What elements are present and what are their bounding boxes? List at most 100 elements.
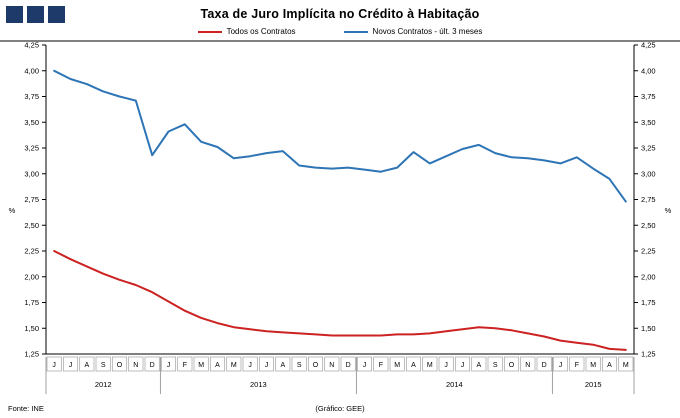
month-cell [503, 356, 520, 372]
month-label: J [444, 362, 448, 369]
year-label: 2012 [95, 380, 112, 389]
month-cell [307, 356, 324, 372]
month-label: M [623, 362, 629, 369]
month-label: M [394, 362, 400, 369]
month-label: M [427, 362, 433, 369]
month-cell [373, 356, 389, 372]
month-label: J [167, 362, 171, 369]
month-label: A [476, 362, 481, 369]
y-tick-label-right: 3,50 [641, 118, 656, 127]
month-cell [454, 356, 471, 372]
month-cell [209, 356, 226, 372]
y-tick-label-right: 2,75 [641, 195, 656, 204]
month-cell [226, 356, 242, 372]
y-axis-label-right: % [665, 206, 672, 215]
y-tick-label-left: 3,25 [24, 144, 39, 153]
chart-title: Taxa de Juro Implícita no Crédito à Habi… [200, 7, 480, 21]
logo [6, 6, 65, 23]
month-label: D [346, 362, 351, 369]
legend-label-novos-contratos: Novos Contratos - últ. 3 meses [372, 27, 483, 36]
month-cell [95, 356, 111, 372]
year-label: 2015 [585, 380, 602, 389]
month-label: A [84, 362, 89, 369]
series-line-0 [53, 250, 627, 351]
legend-line-blue-icon [343, 30, 368, 33]
month-label: J [363, 362, 367, 369]
y-tick-label-right: 1,75 [641, 298, 656, 307]
y-tick-label-left: 4,00 [24, 66, 39, 75]
month-label: A [215, 362, 220, 369]
month-label: D [542, 362, 547, 369]
month-cell [356, 356, 373, 372]
month-cell [160, 356, 177, 372]
month-label: J [461, 362, 465, 369]
y-tick-label-left: 3,50 [24, 118, 39, 127]
month-cell [536, 356, 552, 372]
year-label: 2013 [250, 380, 267, 389]
legend: Todos os Contratos Novos Contratos - últ… [0, 27, 680, 36]
month-label: A [607, 362, 612, 369]
month-cell [569, 356, 585, 372]
month-cell [405, 356, 422, 372]
month-label: F [183, 362, 187, 369]
y-tick-label-right: 2,50 [641, 221, 656, 230]
month-label: J [248, 362, 252, 369]
month-label: O [117, 362, 123, 369]
month-cell [111, 356, 128, 372]
month-cell [177, 356, 193, 372]
month-label: J [52, 362, 56, 369]
month-label: S [101, 362, 106, 369]
y-tick-label-left: 4,25 [24, 41, 39, 50]
source-note: Fonte: INE [8, 404, 44, 413]
month-label: M [198, 362, 204, 369]
legend-item-todos-contratos: Todos os Contratos [197, 27, 296, 36]
legend-item-novos-contratos: Novos Contratos - últ. 3 meses [343, 27, 483, 36]
month-label: A [411, 362, 416, 369]
y-tick-label-left: 1,50 [24, 324, 39, 333]
month-label: J [559, 362, 563, 369]
month-cell [258, 356, 275, 372]
month-label: J [69, 362, 73, 369]
month-cell [242, 356, 258, 372]
y-tick-label-right: 3,00 [641, 169, 656, 178]
month-label: A [280, 362, 285, 369]
month-cell [291, 356, 307, 372]
y-tick-label-left: 1,75 [24, 298, 39, 307]
y-tick-label-right: 2,00 [641, 272, 656, 281]
month-cell [552, 356, 569, 372]
month-label: J [265, 362, 269, 369]
y-tick-label-left: 3,00 [24, 169, 39, 178]
month-label: F [379, 362, 383, 369]
credit-note: (Gráfico: GEE) [315, 404, 365, 413]
month-cell [340, 356, 356, 372]
month-label: S [493, 362, 498, 369]
logo-square-icon [27, 6, 44, 23]
month-label: F [575, 362, 579, 369]
month-cell [471, 356, 487, 372]
legend-label-todos-contratos: Todos os Contratos [226, 27, 296, 36]
y-tick-label-right: 1,25 [641, 350, 656, 359]
month-cell [601, 356, 618, 372]
month-label: O [313, 362, 319, 369]
month-label: N [329, 362, 334, 369]
y-tick-label-left: 2,00 [24, 272, 39, 281]
month-cell [275, 356, 291, 372]
month-label: N [133, 362, 138, 369]
month-cell [438, 356, 454, 372]
month-cell [618, 356, 634, 372]
month-cell [128, 356, 144, 372]
month-label: D [150, 362, 155, 369]
logo-square-icon [6, 6, 23, 23]
month-label: S [297, 362, 302, 369]
y-tick-label-left: 2,50 [24, 221, 39, 230]
series-line-1 [53, 69, 627, 203]
month-cell [422, 356, 438, 372]
y-tick-label-right: 3,75 [641, 92, 656, 101]
month-cell [487, 356, 503, 372]
month-cell [46, 356, 62, 372]
month-cell [193, 356, 209, 372]
month-cell [389, 356, 405, 372]
legend-line-red-icon [197, 30, 222, 33]
month-cell [324, 356, 340, 372]
